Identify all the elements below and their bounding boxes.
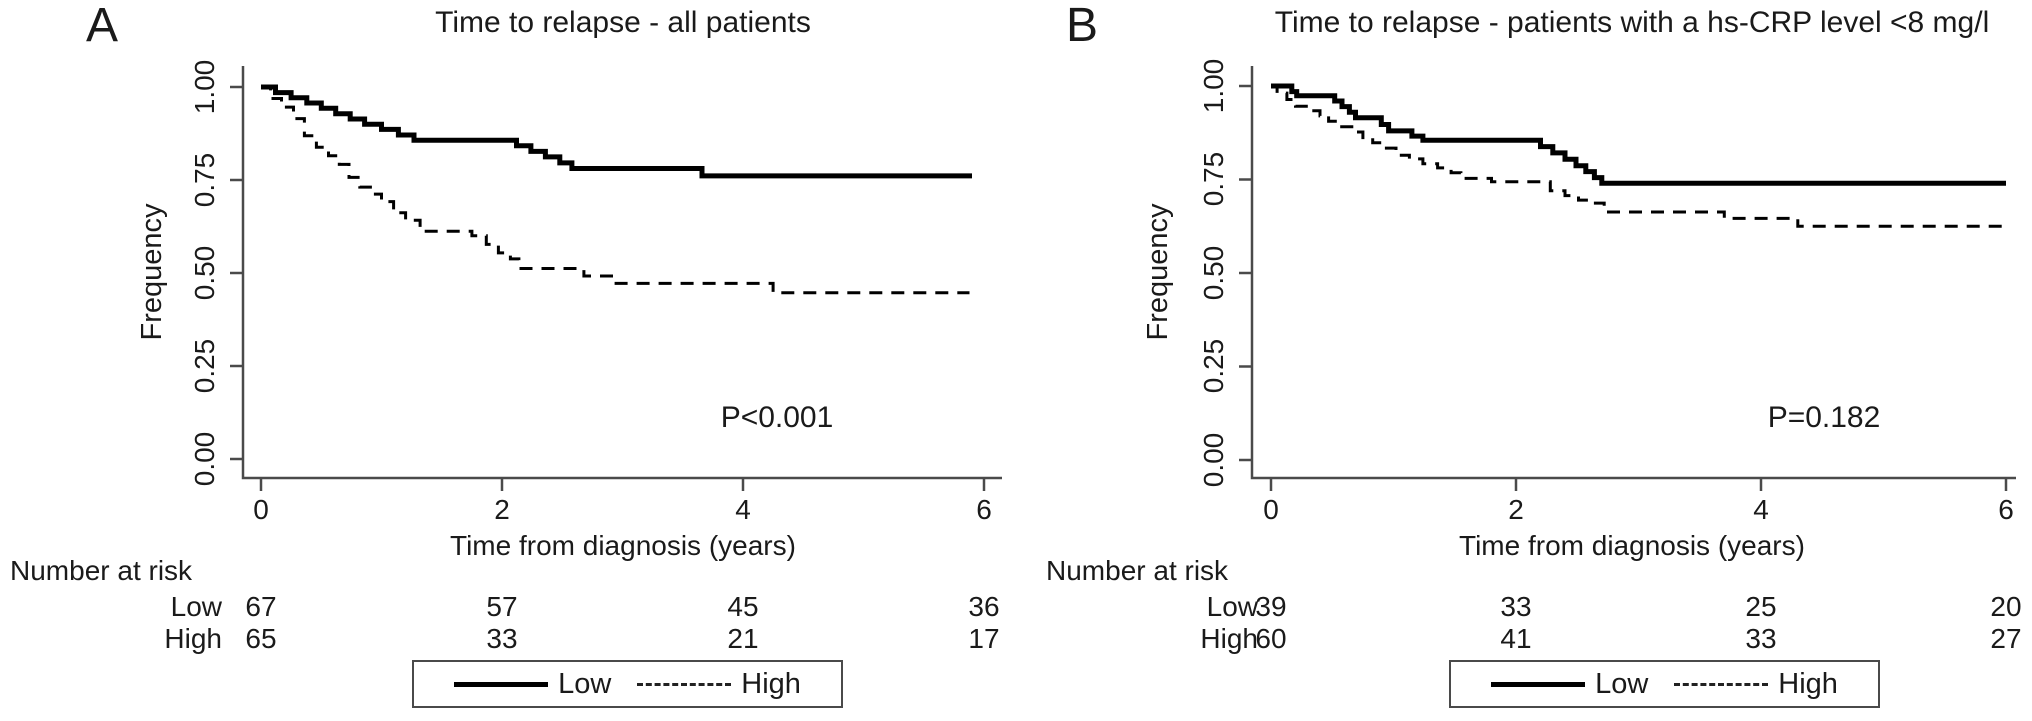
risk-count: 60 <box>1255 623 1287 654</box>
legend-label-low: Low <box>558 667 612 700</box>
risk-count: 41 <box>1500 623 1532 654</box>
risk-count: 33 <box>1745 623 1777 654</box>
panel-b-xtick-2: 2 <box>1508 494 1524 525</box>
panel-b-ytick-000: 0.00 <box>1198 432 1229 488</box>
risk-count: 25 <box>1745 591 1777 622</box>
panel-a-letter: A <box>86 0 119 52</box>
panel-a-xtick-2: 2 <box>494 494 510 525</box>
panel-a-axes <box>241 66 1002 480</box>
risk-count: 45 <box>727 591 759 622</box>
panel-a-pvalue: P<0.001 <box>720 401 834 434</box>
panel-a-low-curve <box>261 84 972 179</box>
risk-count: 65 <box>245 623 277 654</box>
panel-a-risk-row-low-label: Low <box>170 591 222 622</box>
panel-b-xlabel: Time from diagnosis (years) <box>1459 530 1805 561</box>
panel-b-risk-row-low-label: Low <box>1206 591 1258 622</box>
panel-a-ylabel: Frequency <box>136 203 168 341</box>
risk-count: 67 <box>245 591 277 622</box>
risk-count: 20 <box>1990 591 2022 622</box>
legend-label-high: High <box>741 667 801 700</box>
panel-b-low-curve <box>1271 83 2006 186</box>
panel-a-risk-row-high-label: High <box>164 623 222 654</box>
panel-a-legend: Low High <box>412 660 843 708</box>
panel-a-risk-header: Number at risk <box>10 555 193 586</box>
panel-a-xtick-4: 4 <box>735 494 751 525</box>
risk-count: 33 <box>486 623 518 654</box>
solid-line-sample-icon <box>1491 681 1586 687</box>
panel-a-title: Time to relapse - all patients <box>435 6 811 39</box>
risk-count: 36 <box>968 591 1000 622</box>
legend-label-high: High <box>1778 667 1838 700</box>
risk-count: 33 <box>1500 591 1532 622</box>
panel-a-xtick-0: 0 <box>253 494 269 525</box>
panel-a-xlabel: Time from diagnosis (years) <box>450 530 796 561</box>
panel-b-xtick-4: 4 <box>1753 494 1769 525</box>
legend-row: Low High <box>414 662 841 706</box>
dashed-line-sample-icon <box>1674 682 1769 686</box>
panel-b-legend: Low High <box>1449 660 1880 708</box>
panel-a-high-curve <box>261 85 970 295</box>
panel-b-title: Time to relapse - patients with a hs-CRP… <box>1274 6 1990 39</box>
legend-row: Low High <box>1451 662 1878 706</box>
panel-b-xtick-6: 6 <box>1998 494 2014 525</box>
panel-b-xtick-0: 0 <box>1263 494 1279 525</box>
panel-b-risk-header: Number at risk <box>1046 555 1229 586</box>
panel-a-ytick-000: 0.00 <box>189 431 220 487</box>
legend-label-low: Low <box>1595 667 1649 700</box>
risk-count: 21 <box>727 623 759 654</box>
panel-b-pvalue: P=0.182 <box>1767 401 1881 434</box>
risk-count: 57 <box>486 591 518 622</box>
dashed-line-sample-icon <box>637 682 732 686</box>
risk-count: 39 <box>1255 591 1287 622</box>
panel-b-risk-row-high-label: High <box>1200 623 1258 654</box>
risk-count: 27 <box>1990 623 2022 654</box>
risk-count: 17 <box>968 623 1000 654</box>
solid-line-sample-icon <box>454 681 549 687</box>
panel-a-xtick-6: 6 <box>976 494 992 525</box>
panel-b-ylabel: Frequency <box>1142 203 1174 341</box>
panel-b-high-curve <box>1271 84 2006 228</box>
panel-b-letter: B <box>1066 0 1099 52</box>
